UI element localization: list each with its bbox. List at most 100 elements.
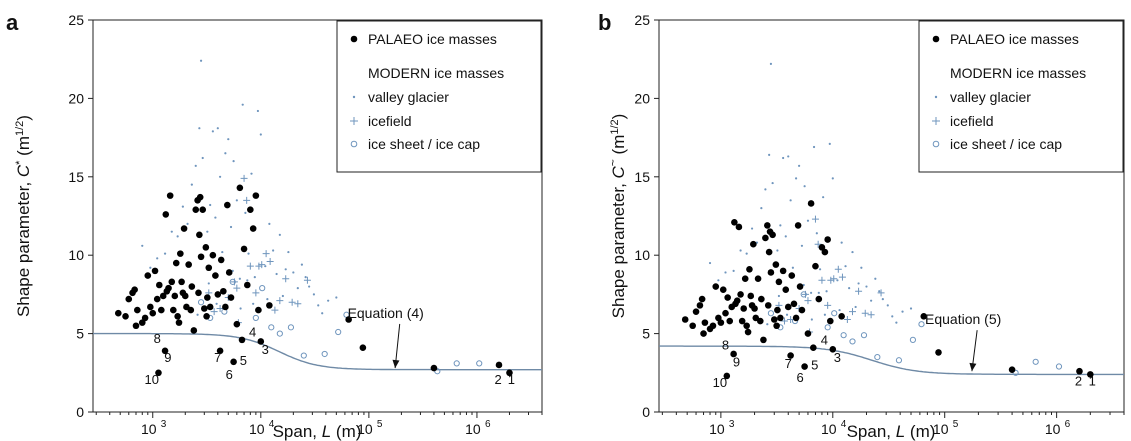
valley-glacier-point (851, 250, 854, 254)
ice-sheet-point (895, 357, 903, 364)
valley-glacier-point (214, 216, 217, 219)
palaeo-point (125, 295, 133, 303)
valley-glacier-point (817, 291, 820, 294)
legend-entry-palaeo: PALAEO ice masses (368, 31, 497, 47)
valley-glacier-point (206, 230, 209, 233)
icefield-point (855, 287, 863, 295)
palaeo-point (738, 317, 746, 325)
valley-glacier-point (141, 244, 144, 247)
valley-glacier-point (181, 205, 184, 208)
palaeo-point (730, 350, 737, 358)
valley-glacier-point (196, 313, 199, 316)
x-tick-exponent: 6 (485, 419, 491, 430)
palaeo-point (174, 313, 181, 320)
valley-glacier-point (216, 127, 219, 130)
valley-glacier-point (787, 155, 790, 158)
valley-glacier-point (149, 266, 152, 269)
y-tick-label: 20 (634, 90, 650, 106)
y-tick-label: 15 (68, 169, 84, 185)
palaeo-point (196, 231, 203, 239)
valley-glacier-point (253, 276, 256, 279)
valley-glacier-point (865, 285, 868, 288)
palaeo-point (726, 317, 734, 325)
palaeo-point (756, 317, 764, 325)
ice-sheet-point (300, 352, 307, 359)
valley-glacier-point (304, 276, 307, 279)
palaeo-point (185, 261, 192, 268)
legend-entry-modern_header: MODERN ice masses (368, 65, 504, 81)
palaeo-point (153, 295, 161, 303)
palaeo-point (750, 240, 757, 248)
y-tick-label: 0 (76, 404, 84, 420)
icefield-point (252, 289, 260, 297)
palaeo-point (747, 292, 755, 300)
palaeo-point (698, 295, 706, 303)
palaeo-point (696, 302, 704, 309)
equation-arrow-head (392, 359, 400, 369)
palaeo-point (810, 344, 817, 352)
annotation-label: 1 (1089, 373, 1096, 388)
ice-sheet-point (840, 332, 847, 339)
valley-glacier-point (823, 313, 826, 316)
equation-label: Equation (4) (348, 305, 424, 321)
valley-glacier-point (284, 268, 287, 271)
palaeo-point (774, 306, 781, 314)
palaeo-point (838, 313, 845, 320)
icefield-point (216, 305, 224, 313)
palaeo-point (826, 317, 834, 325)
palaeo-point (247, 206, 254, 214)
palaeo-point (345, 316, 352, 323)
icefield-point (210, 308, 218, 316)
ice-sheet-point (824, 324, 831, 331)
ice-sheet-point (321, 350, 328, 358)
palaeo-point (190, 327, 198, 334)
palaeo-point (724, 294, 731, 301)
x-tick-label: 10 (1045, 421, 1061, 437)
ice-sheet-point (874, 354, 881, 361)
valley-glacier-point (317, 304, 320, 307)
palaeo-point (227, 294, 235, 301)
valley-glacier-point (768, 153, 771, 156)
palaeo-point (172, 259, 180, 267)
icefield-point (843, 315, 851, 323)
valley-glacier-point (218, 175, 222, 178)
valley-glacier-point (163, 252, 167, 255)
equation-label: Equation (5) (925, 311, 1001, 327)
valley-glacier-point (292, 271, 295, 274)
valley-glacier-point (909, 307, 913, 310)
palaeo-point (252, 192, 260, 199)
valley-glacier-point (287, 250, 290, 254)
palaeo-point (359, 344, 367, 352)
valley-glacier-point (241, 103, 244, 106)
ice-sheet-point (909, 336, 917, 343)
valley-glacier-point (176, 235, 179, 238)
valley-glacier-point (809, 291, 813, 294)
palaeo-point (788, 272, 796, 279)
palaeo-point (204, 294, 211, 301)
x-tick-label: 10 (821, 421, 837, 437)
palaeo-point (772, 261, 780, 268)
annotation-label: 8 (722, 337, 729, 352)
valley-glacier-point (708, 261, 712, 265)
palaeo-point (151, 267, 159, 275)
ice-sheet-point (268, 324, 275, 331)
ice-sheet-point (252, 314, 259, 322)
legend-entry-sheet: ice sheet / ice cap (950, 136, 1062, 152)
valley-glacier-point (901, 310, 904, 313)
valley-glacier-point (238, 277, 241, 280)
valley-glacier-point (777, 294, 781, 298)
ice-sheet-point (476, 360, 483, 367)
ice-sheet-point (197, 299, 205, 306)
palaeo-point (203, 313, 210, 320)
y-tick-label: 10 (68, 247, 84, 263)
curve-layer (93, 332, 542, 371)
palaeo-point (744, 328, 752, 336)
valley-glacier-point (296, 287, 299, 290)
valley-glacier-point (848, 287, 851, 290)
palaeo-point (238, 336, 246, 344)
